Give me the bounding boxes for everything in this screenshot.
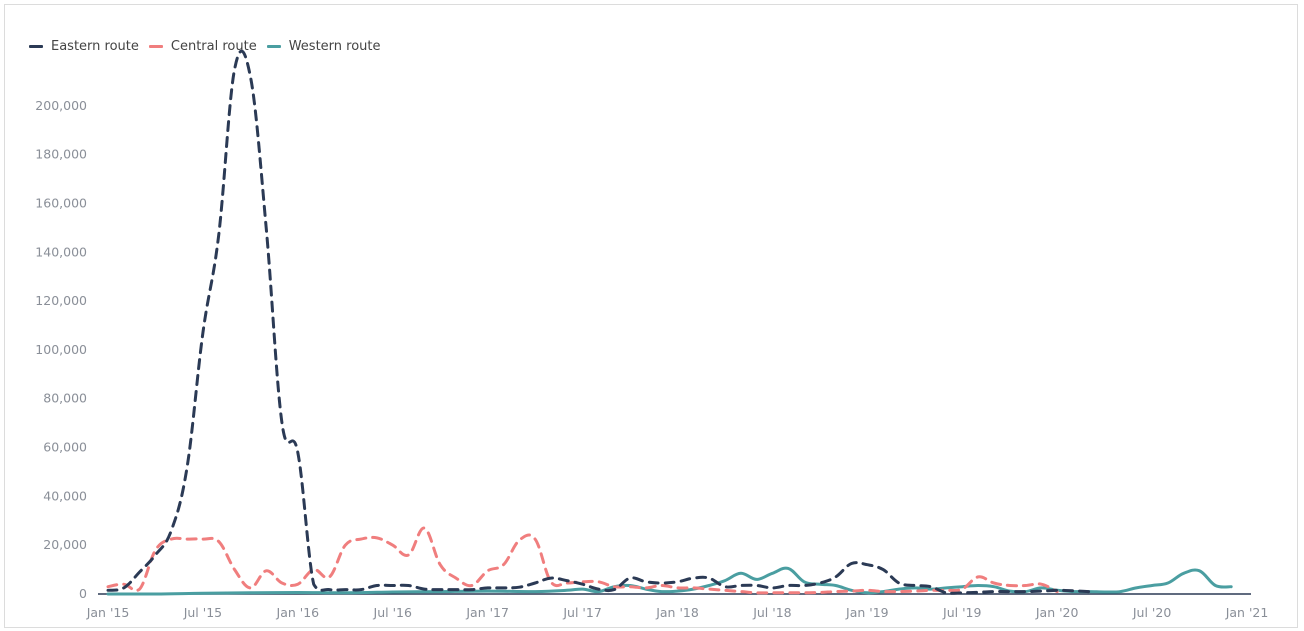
x-tick-label: Jan '19 [845,605,889,620]
x-tick-label: Jan '21 [1225,605,1269,620]
x-tick-label: Jul '19 [942,605,981,620]
y-tick-label: 100,000 [35,342,87,357]
legend-item-eastern-route[interactable]: Eastern route [29,39,139,54]
y-tick-label: 60,000 [43,440,87,455]
chart-legend: Eastern route Central route Western rout… [29,39,391,54]
series-layer [106,49,1233,596]
x-tick-label: Jan '17 [465,605,509,620]
x-tick-label: Jan '15 [86,605,130,620]
legend-label-western: Western route [288,39,381,54]
x-tick-label: Jul '20 [1132,605,1171,620]
x-tick-label: Jan '18 [655,605,699,620]
y-tick-label: 200,000 [35,98,87,113]
series-line-eastern-route[interactable] [106,49,1091,595]
y-tick-label: 0 [79,586,87,601]
chart-container: Eastern route Central route Western rout… [4,4,1298,628]
y-axis-ticks: 0 20,000 40,000 60,000 80,000 100,000 120,000 1… [35,98,87,601]
x-tick-label: Jan '20 [1035,605,1079,620]
y-tick-label: 40,000 [43,488,87,503]
legend-swatch-central [148,45,163,48]
series-line-central-route[interactable] [106,526,1059,595]
legend-swatch-western [266,45,281,48]
x-tick-label: Jul '17 [562,605,601,620]
y-tick-label: 120,000 [35,293,87,308]
y-tick-label: 80,000 [43,391,87,406]
y-tick-label: 20,000 [43,537,87,552]
y-tick-label: 160,000 [35,195,87,210]
x-tick-label: Jul '15 [183,605,222,620]
legend-swatch-eastern [29,45,43,48]
legend-label-central: Central route [170,39,257,54]
y-tick-label: 180,000 [35,147,87,162]
legend-item-central-route[interactable]: Central route [148,39,257,54]
legend-item-western-route[interactable]: Western route [266,39,381,54]
legend-label-eastern: Eastern route [51,39,139,54]
x-tick-label: Jul '16 [373,605,412,620]
y-tick-label: 140,000 [35,244,87,259]
series-line-western-route[interactable] [106,566,1233,596]
x-tick-label: Jul '18 [752,605,791,620]
x-tick-label: Jan '16 [276,605,320,620]
x-axis-ticks: Jan '15 Jul '15 Jan '16 Jul '16 Jan '17 Jul '… [86,605,1269,620]
